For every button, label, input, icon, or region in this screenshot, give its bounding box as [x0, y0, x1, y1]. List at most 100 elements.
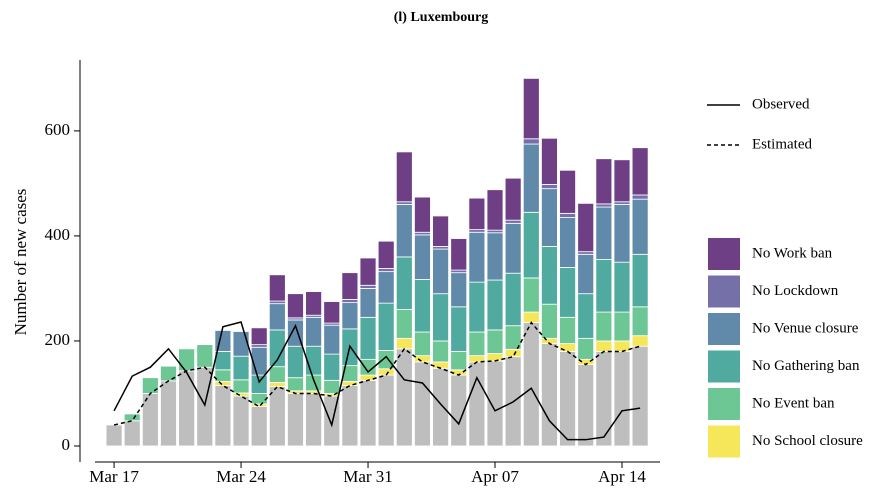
bar-segment [359, 284, 377, 289]
bar-segment [559, 316, 576, 344]
bar-segment [432, 367, 449, 447]
bar-segment [631, 194, 649, 200]
bar-segment [522, 138, 540, 145]
y-axis-label: Number of new cases [11, 189, 30, 336]
legend-label: No Venue closure [752, 320, 859, 336]
bar-segment [559, 351, 576, 447]
legend-label: No School closure [752, 433, 863, 449]
bar-segment [395, 204, 413, 258]
bar-segment [123, 420, 141, 447]
bar-segment [323, 379, 341, 394]
legend-swatch [708, 238, 740, 270]
y-tick-label: 600 [45, 120, 71, 139]
y-tick-label: 400 [45, 225, 71, 244]
line-series [113, 321, 641, 441]
bar-segment [323, 324, 341, 355]
bar-segment [377, 271, 395, 304]
bar-segment [468, 197, 486, 231]
bar-segment [414, 331, 431, 357]
legend-label: Estimated [752, 136, 812, 152]
bar-segment [595, 158, 613, 205]
bar-segment [341, 272, 359, 300]
bar-segment [450, 306, 468, 352]
bar-segment [522, 211, 540, 279]
bar-segment [631, 306, 649, 337]
bar-segment [268, 382, 286, 388]
bar-segment [232, 392, 250, 397]
x-tick-label: Mar 31 [343, 467, 393, 486]
bar-segment [105, 424, 123, 447]
bar-segment [377, 268, 395, 273]
bar-segment [414, 361, 431, 447]
bar-segment [577, 364, 595, 447]
bar-segment [613, 159, 631, 203]
legend-label: No Gathering ban [752, 358, 860, 374]
bar-segment [432, 340, 449, 363]
bar-segment [268, 386, 286, 447]
bar-segment [595, 351, 613, 447]
bar-segment [395, 256, 413, 310]
bar-segment [214, 380, 232, 386]
bar-segment [232, 355, 250, 381]
bar-segment [359, 316, 377, 360]
bar-segment [123, 413, 141, 422]
legend-swatch [708, 313, 740, 345]
x-tick-label: Apr 14 [598, 467, 646, 486]
bar-segment [359, 288, 377, 318]
bar-segment [432, 248, 449, 295]
bar-segment [268, 366, 286, 383]
bar-segment [577, 293, 595, 339]
bar-segment [541, 343, 558, 447]
x-tick-label: Mar 24 [216, 467, 266, 486]
bar-segment [305, 291, 323, 316]
bar-segment [250, 374, 268, 394]
bar-segment [250, 406, 268, 447]
bar-segment [395, 348, 413, 447]
bar-segment [486, 329, 504, 354]
bar-segment [250, 327, 268, 346]
y-tick-label: 0 [62, 435, 71, 454]
bar-segment [613, 351, 631, 447]
bar-segment [504, 219, 522, 224]
bar-segment [414, 279, 431, 333]
bar-segment [414, 234, 431, 280]
bar-segment [486, 360, 504, 447]
bar-segment [595, 259, 613, 313]
bar-segment [559, 217, 576, 268]
x-tick-label: Apr 07 [471, 467, 519, 486]
bar-segment [305, 345, 323, 376]
bar-segment [432, 215, 449, 247]
bar-segment [468, 361, 486, 447]
bar-segment [232, 379, 250, 394]
bar-segment [268, 303, 286, 331]
bar-segment [595, 311, 613, 342]
bar-segment [395, 337, 413, 350]
bar-segment [377, 302, 395, 351]
bar-segment [141, 393, 159, 447]
bar-segment [432, 361, 449, 369]
bar-segment [450, 272, 468, 308]
bar-segment [214, 385, 232, 447]
bar-segment [196, 344, 214, 368]
legend-swatch [708, 350, 740, 383]
bar-segment [450, 238, 468, 271]
bar-segment [305, 374, 323, 392]
bar-segment [432, 293, 449, 342]
bar-segment [522, 77, 540, 140]
bar-segment [414, 196, 431, 233]
bar-segment [595, 203, 613, 208]
bar-segment [141, 377, 159, 394]
bar-segment [377, 374, 395, 447]
bar-segment [395, 309, 413, 339]
bar-segment [559, 212, 576, 218]
bar-segment [305, 393, 323, 447]
legend-label: No Work ban [752, 245, 833, 261]
bar-segment [631, 253, 649, 308]
bar-segment [287, 345, 304, 379]
bar-segment [214, 369, 232, 382]
bar-segment [486, 353, 504, 362]
bar-segment [595, 340, 613, 352]
bar-segment [468, 331, 486, 357]
legend-swatch [708, 425, 740, 458]
